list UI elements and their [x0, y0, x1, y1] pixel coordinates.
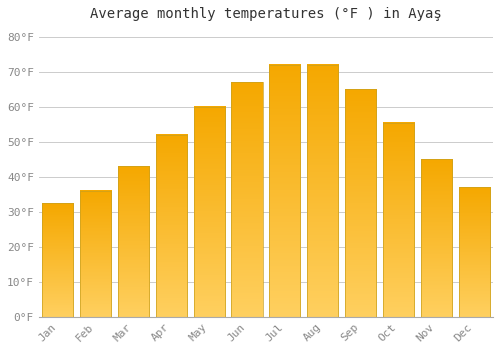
Bar	[270, 65, 300, 317]
Bar	[80, 191, 111, 317]
Bar	[458, 187, 490, 317]
Bar	[421, 159, 452, 317]
Bar	[194, 107, 224, 317]
Bar	[118, 166, 149, 317]
Bar	[307, 65, 338, 317]
Bar	[42, 203, 74, 317]
Bar	[232, 82, 262, 317]
Title: Average monthly temperatures (°F ) in Ayaş: Average monthly temperatures (°F ) in Ay…	[90, 7, 442, 21]
Bar	[345, 89, 376, 317]
Bar	[156, 135, 187, 317]
Bar	[383, 122, 414, 317]
